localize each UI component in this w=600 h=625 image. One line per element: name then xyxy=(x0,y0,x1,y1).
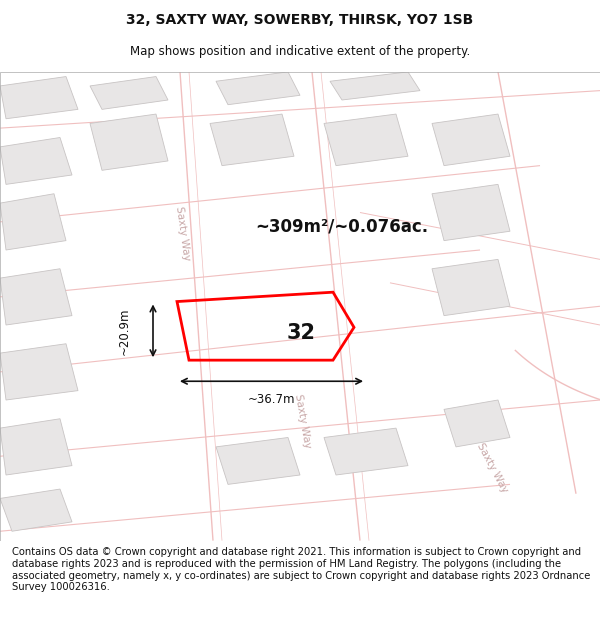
Polygon shape xyxy=(90,76,168,109)
Polygon shape xyxy=(0,76,78,119)
Text: Saxty Way: Saxty Way xyxy=(293,393,313,449)
Polygon shape xyxy=(216,72,300,104)
Polygon shape xyxy=(0,419,72,475)
Polygon shape xyxy=(0,489,72,531)
Text: ~309m²/~0.076ac.: ~309m²/~0.076ac. xyxy=(256,217,428,236)
Text: ~20.9m: ~20.9m xyxy=(118,307,131,354)
Polygon shape xyxy=(0,344,78,400)
Text: Map shows position and indicative extent of the property.: Map shows position and indicative extent… xyxy=(130,45,470,58)
Polygon shape xyxy=(324,114,408,166)
Polygon shape xyxy=(330,72,420,100)
Text: ~36.7m: ~36.7m xyxy=(248,392,295,406)
Text: 32: 32 xyxy=(287,323,316,343)
Polygon shape xyxy=(432,259,510,316)
Polygon shape xyxy=(324,428,408,475)
Polygon shape xyxy=(90,114,168,170)
Polygon shape xyxy=(432,184,510,241)
Polygon shape xyxy=(210,114,294,166)
Text: Saxty Way: Saxty Way xyxy=(475,441,509,494)
Text: 32, SAXTY WAY, SOWERBY, THIRSK, YO7 1SB: 32, SAXTY WAY, SOWERBY, THIRSK, YO7 1SB xyxy=(127,13,473,27)
Polygon shape xyxy=(444,400,510,447)
Polygon shape xyxy=(0,269,72,325)
Polygon shape xyxy=(0,194,66,250)
Polygon shape xyxy=(432,114,510,166)
Text: Saxty Way: Saxty Way xyxy=(174,206,192,261)
Polygon shape xyxy=(216,438,300,484)
Polygon shape xyxy=(0,138,72,184)
Text: Contains OS data © Crown copyright and database right 2021. This information is : Contains OS data © Crown copyright and d… xyxy=(12,548,590,592)
